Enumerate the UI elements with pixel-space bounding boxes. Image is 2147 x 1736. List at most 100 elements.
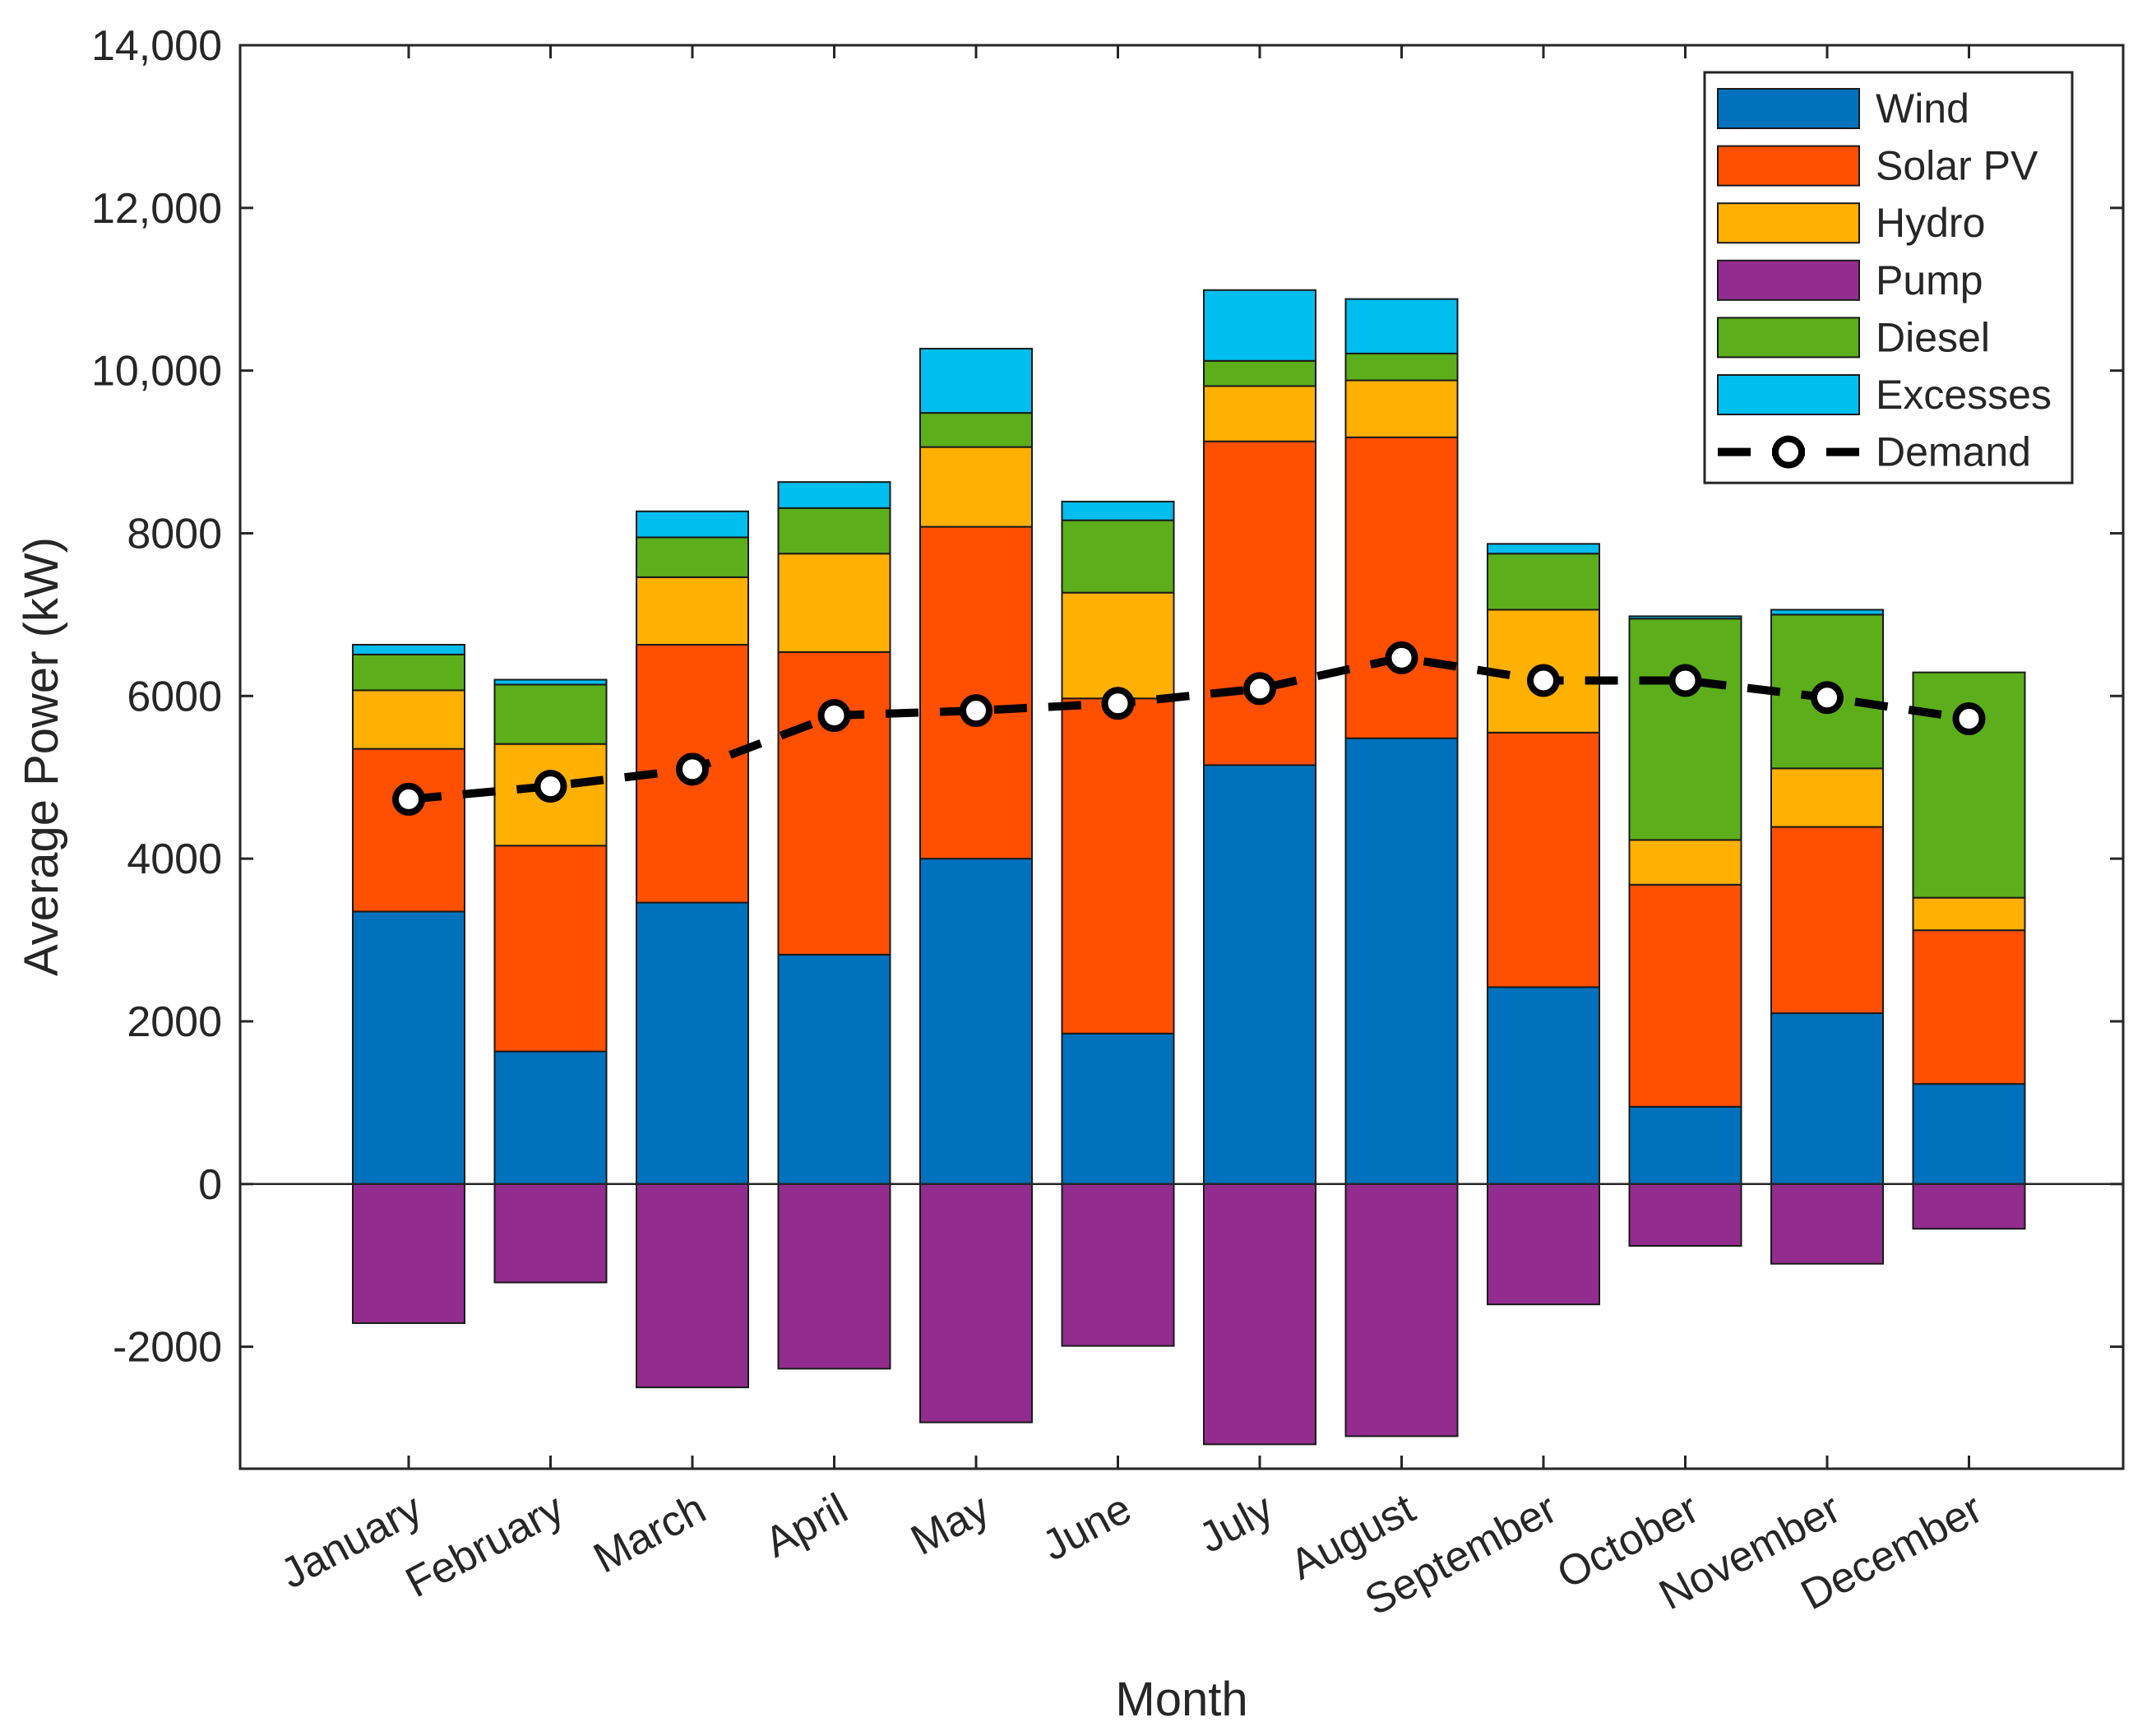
legend-swatch-solar-pv <box>1717 145 1860 187</box>
legend-label-pump: Pump <box>1876 257 1983 303</box>
bar-excesses-may <box>919 347 1033 414</box>
bar-wind-june <box>1061 1032 1175 1185</box>
bar-diesel-july <box>1203 359 1316 387</box>
bar-wind-march <box>636 901 749 1185</box>
legend-label-solar-pv: Solar PV <box>1876 143 2038 189</box>
bar-diesel-april <box>777 507 891 555</box>
demand-marker-march <box>676 752 709 786</box>
legend-swatch-excesses <box>1717 374 1860 415</box>
bar-wind-february <box>493 1050 608 1185</box>
y-tick-label: 2000 <box>127 998 222 1046</box>
legend-label-demand: Demand <box>1876 429 2031 475</box>
legend-swatch-hydro <box>1717 202 1860 244</box>
bar-wind-april <box>777 953 891 1185</box>
bar-wind-november <box>1770 1012 1884 1185</box>
plot-frame <box>238 44 2125 1470</box>
bar-pump-july <box>1203 1183 1316 1446</box>
bar-excesses-june <box>1061 500 1175 521</box>
bar-pump-december <box>1912 1183 2026 1230</box>
bar-solar-pv-may <box>919 525 1033 860</box>
bar-diesel-june <box>1061 519 1175 594</box>
legend-label-diesel: Diesel <box>1876 314 1990 360</box>
bars-layer <box>352 289 2026 1446</box>
demand-marker-february <box>534 770 567 803</box>
legend-swatch-diesel <box>1717 317 1860 359</box>
bar-pump-september <box>1487 1183 1600 1306</box>
bar-pump-june <box>1061 1183 1175 1347</box>
bar-wind-september <box>1487 986 1600 1185</box>
demand-marker-august <box>1385 641 1418 674</box>
y-axis-title: Average Power (kW) <box>15 537 68 976</box>
bar-hydro-january <box>352 689 465 750</box>
bar-pump-january <box>352 1183 465 1324</box>
demand-marker-may <box>960 694 993 728</box>
bar-diesel-september <box>1487 553 1600 611</box>
bar-pump-october <box>1628 1183 1742 1247</box>
bar-excesses-july <box>1203 289 1316 362</box>
bar-excesses-september <box>1487 543 1600 555</box>
y-tick-label: 6000 <box>127 673 222 720</box>
bar-solar-pv-january <box>352 748 465 913</box>
bar-hydro-july <box>1203 385 1316 442</box>
bar-wind-august <box>1344 737 1459 1185</box>
bar-pump-april <box>777 1183 891 1370</box>
bar-hydro-october <box>1628 839 1742 886</box>
bar-pump-february <box>493 1183 608 1284</box>
bar-diesel-february <box>493 683 608 745</box>
y-tick-label: 12,000 <box>91 185 222 233</box>
bar-wind-may <box>919 858 1033 1185</box>
demand-marker-december <box>1952 702 1986 736</box>
bar-wind-january <box>352 910 465 1185</box>
bar-excesses-january <box>352 643 465 655</box>
bar-solar-pv-august <box>1344 436 1459 739</box>
x-tick-label: April <box>757 1484 855 1567</box>
demand-marker-november <box>1811 681 1844 715</box>
bar-wind-july <box>1203 764 1316 1185</box>
bar-hydro-august <box>1344 379 1459 438</box>
x-tick-label: March <box>586 1484 714 1582</box>
bar-hydro-march <box>636 576 749 646</box>
demand-line <box>408 653 1970 803</box>
bar-wind-october <box>1628 1105 1742 1185</box>
demand-marker-june <box>1101 687 1135 720</box>
bar-excesses-august <box>1344 298 1459 354</box>
y-tick-label: 8000 <box>127 510 222 558</box>
bar-excesses-march <box>636 510 749 539</box>
demand-marker-january <box>392 782 425 816</box>
bar-diesel-august <box>1344 352 1459 382</box>
y-tick-label: 10,000 <box>91 348 222 396</box>
bar-diesel-may <box>919 412 1033 448</box>
bar-excesses-october <box>1628 615 1742 620</box>
bar-diesel-march <box>636 536 749 578</box>
bar-pump-may <box>919 1183 1033 1424</box>
bar-diesel-january <box>352 653 465 692</box>
bar-solar-pv-november <box>1770 826 1884 1015</box>
bar-diesel-october <box>1628 618 1742 841</box>
legend-label-hydro: Hydro <box>1876 200 1985 246</box>
bar-solar-pv-february <box>493 845 608 1053</box>
bar-solar-pv-september <box>1487 731 1600 988</box>
bar-hydro-may <box>919 446 1033 528</box>
demand-marker-april <box>817 699 851 733</box>
legend-marker-demand <box>1772 435 1805 469</box>
demand-marker-july <box>1243 672 1276 706</box>
bar-pump-november <box>1770 1183 1884 1265</box>
bar-excesses-november <box>1770 609 1884 616</box>
demand-line-layer <box>392 641 1986 816</box>
x-tick-label: July <box>1191 1484 1281 1562</box>
x-tick-label: May <box>904 1484 997 1564</box>
x-tick-label: February <box>398 1484 571 1607</box>
bar-solar-pv-october <box>1628 883 1742 1108</box>
x-tick-label: June <box>1034 1484 1139 1570</box>
bar-solar-pv-december <box>1912 929 2026 1086</box>
bar-solar-pv-july <box>1203 440 1316 766</box>
bar-excesses-february <box>493 678 608 686</box>
bar-pump-march <box>636 1183 749 1389</box>
legend-swatch-pump <box>1717 259 1860 301</box>
bar-solar-pv-april <box>777 650 891 956</box>
y-tick-label: 4000 <box>127 836 222 883</box>
bar-excesses-april <box>777 481 891 509</box>
bar-hydro-june <box>1061 591 1175 700</box>
legend: Wind Solar PV Hydro Pump Diesel Excesses Deman… <box>1703 71 2074 484</box>
